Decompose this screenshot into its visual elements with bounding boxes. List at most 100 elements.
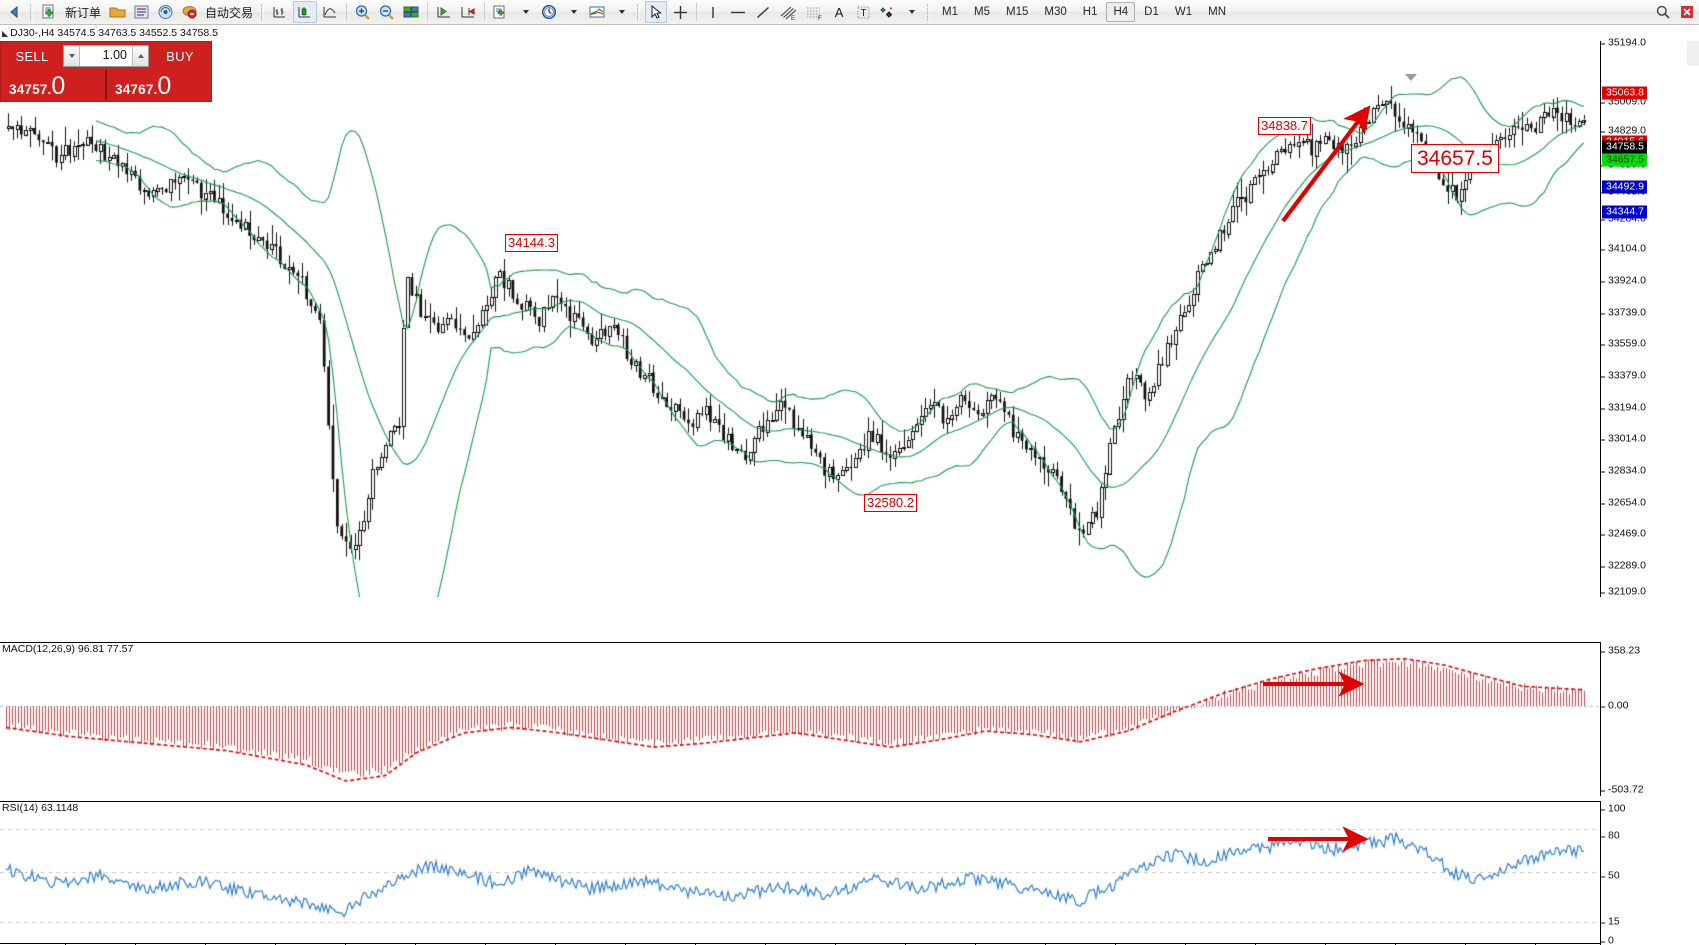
toolbar-divider-1 <box>346 3 348 21</box>
autotrading-icon[interactable] <box>178 1 200 23</box>
rsi-plot-area[interactable] <box>0 801 1600 943</box>
price-pane[interactable]: 34838.7 34144.3 32580.2 34657.5 3 <box>0 37 1699 597</box>
price-tick-34284: 34284.0 <box>1601 213 1646 225</box>
buy-button[interactable]: BUY <box>166 48 194 64</box>
candlestick-chart-icon[interactable] <box>293 1 318 23</box>
price-tick-33194: 33194.0 <box>1601 402 1646 414</box>
macd-tick-max: 358.23 <box>1601 645 1640 657</box>
new-chart-dropdown-icon[interactable] <box>514 1 536 23</box>
bar-chart-icon[interactable] <box>269 1 291 23</box>
rsi-label: RSI(14) 63.1148 <box>2 802 79 814</box>
zoom-out-icon[interactable] <box>376 1 398 23</box>
fibonacci-icon[interactable]: F <box>802 1 826 23</box>
price-tick-34829: 34829.0 <box>1601 125 1646 137</box>
timeframe-mn[interactable]: MN <box>1208 6 1226 18</box>
price-chip-35063[interactable]: 35063.8 <box>1602 86 1647 100</box>
hline-icon[interactable] <box>726 1 750 23</box>
symbol-expand-icon[interactable]: ◣ <box>2 29 9 38</box>
price-chip-34344[interactable]: 34344.7 <box>1602 205 1647 219</box>
volume-stepper[interactable]: 1.00 <box>63 45 149 67</box>
line-chart-icon[interactable] <box>319 1 341 23</box>
period-dropdown-icon[interactable] <box>562 1 584 23</box>
annotation-34144[interactable]: 34144.3 <box>505 234 558 252</box>
sell-button[interactable]: SELL <box>15 48 49 64</box>
text-label-icon[interactable]: A <box>834 4 844 20</box>
timeframe-m1[interactable]: M1 <box>942 6 959 18</box>
svg-text:T: T <box>860 8 866 19</box>
candlestick-series <box>0 41 1600 597</box>
timeframe-h4[interactable]: H4 <box>1106 2 1136 22</box>
objects-dropdown-icon[interactable] <box>900 1 922 23</box>
sell-price-dot: . <box>47 82 52 97</box>
price-tick-32654: 32654.0 <box>1601 497 1646 509</box>
price-chip-34492[interactable]: 34492.9 <box>1602 180 1647 194</box>
buy-price-main: 34767 <box>115 82 154 97</box>
chart-shift-marker[interactable] <box>1405 74 1417 81</box>
timeframe-m30[interactable]: M30 <box>1044 6 1067 18</box>
autotrading-label[interactable]: 自动交易 <box>205 5 254 20</box>
cursor-left-icon[interactable] <box>3 1 25 23</box>
indicators-icon[interactable] <box>586 1 608 23</box>
rsi-tick-50: 50 <box>1601 870 1620 882</box>
zoom-in-icon[interactable] <box>352 1 374 23</box>
folder-icon[interactable] <box>106 1 128 23</box>
volume-value[interactable]: 1.00 <box>102 48 127 62</box>
sell-price[interactable]: 34757 . 0 <box>1 74 105 101</box>
chart-container[interactable]: 34838.7 34144.3 32580.2 34657.5 3 <box>0 37 1699 945</box>
sell-price-decimal: 0 <box>51 72 66 100</box>
vline-icon[interactable] <box>702 1 724 23</box>
objects-icon[interactable] <box>876 1 898 23</box>
macd-plot-area[interactable] <box>0 642 1600 796</box>
equidistant-channel-icon[interactable]: E <box>776 1 800 23</box>
timeframe-m15[interactable]: M15 <box>1006 6 1029 18</box>
rsi-pane[interactable]: RSI(14) 63.1148 100 80 50 15 0 <box>0 801 1699 945</box>
crosshair-icon[interactable] <box>669 1 691 23</box>
price-chip-34657[interactable]: 34657.5 <box>1602 153 1647 167</box>
price-tick-33379: 33379.0 <box>1601 370 1646 382</box>
cursor-icon[interactable] <box>645 1 668 23</box>
annotation-34657-large[interactable]: 34657.5 <box>1411 144 1499 173</box>
annotation-34838[interactable]: 34838.7 <box>1258 117 1311 135</box>
price-tick-33559: 33559.0 <box>1601 338 1646 350</box>
new-chart-icon[interactable] <box>490 1 512 23</box>
timeframe-m5[interactable]: M5 <box>974 6 990 18</box>
timeframe-w1[interactable]: W1 <box>1174 6 1193 18</box>
rsi-tick-100: 100 <box>1601 803 1626 815</box>
price-axis[interactable]: 35194.0 35009.0 34829.0 34650.0 34465.0 … <box>1600 37 1699 597</box>
signal-icon[interactable] <box>154 1 176 23</box>
svg-text:F: F <box>818 16 822 21</box>
buy-price-decimal: 0 <box>157 72 172 100</box>
symbol-info-bar: ◣ DJ30-,H4 34574.5 34763.5 34552.5 34758.… <box>0 26 1699 41</box>
timeframe-h1[interactable]: H1 <box>1082 6 1098 18</box>
volume-increase-button[interactable] <box>132 46 148 66</box>
price-tick-34104: 34104.0 <box>1601 243 1646 255</box>
close-icon[interactable] <box>1676 1 1698 23</box>
search-icon[interactable] <box>1652 1 1674 23</box>
shift-end-icon[interactable] <box>433 1 455 23</box>
book-icon[interactable] <box>130 1 152 23</box>
price-plot-area[interactable]: 34838.7 34144.3 32580.2 34657.5 <box>0 41 1600 597</box>
macd-tick-zero: 0.00 <box>1601 700 1628 712</box>
rsi-axis[interactable]: 100 80 50 15 0 <box>1600 801 1699 945</box>
price-tick-32289: 32289.0 <box>1601 560 1646 572</box>
chart-vertical-scrollbar[interactable] <box>1687 41 1699 66</box>
rsi-tick-80: 80 <box>1601 830 1620 842</box>
timeframe-d1[interactable]: D1 <box>1144 6 1159 18</box>
macd-pane[interactable]: MACD(12,26,9) 96.81 77.57 358.23 0.00 -5… <box>0 642 1699 796</box>
buy-price-dot: . <box>153 82 158 97</box>
macd-axis[interactable]: 358.23 0.00 -503.72 <box>1600 642 1699 796</box>
new-order-label[interactable]: 新订单 <box>65 5 102 20</box>
one-click-trading-panel[interactable]: SELL 1.00 BUY 34757 . 0 34767 . <box>0 41 212 102</box>
period-icon[interactable] <box>538 1 560 23</box>
new-order-icon[interactable] <box>38 1 60 23</box>
auto-scroll-icon[interactable] <box>457 1 479 23</box>
indicators-dropdown-icon[interactable] <box>610 1 632 23</box>
text-icon[interactable]: T <box>852 1 874 23</box>
volume-decrease-button[interactable] <box>64 46 80 66</box>
price-tick-33924: 33924.0 <box>1601 275 1646 287</box>
buy-price[interactable]: 34767 . 0 <box>107 74 211 101</box>
oct-price-row: 34757 . 0 34767 . 0 <box>1 70 211 101</box>
tile-windows-icon[interactable] <box>400 1 422 23</box>
trendline-icon[interactable] <box>752 1 774 23</box>
annotation-32580[interactable]: 32580.2 <box>864 494 917 512</box>
